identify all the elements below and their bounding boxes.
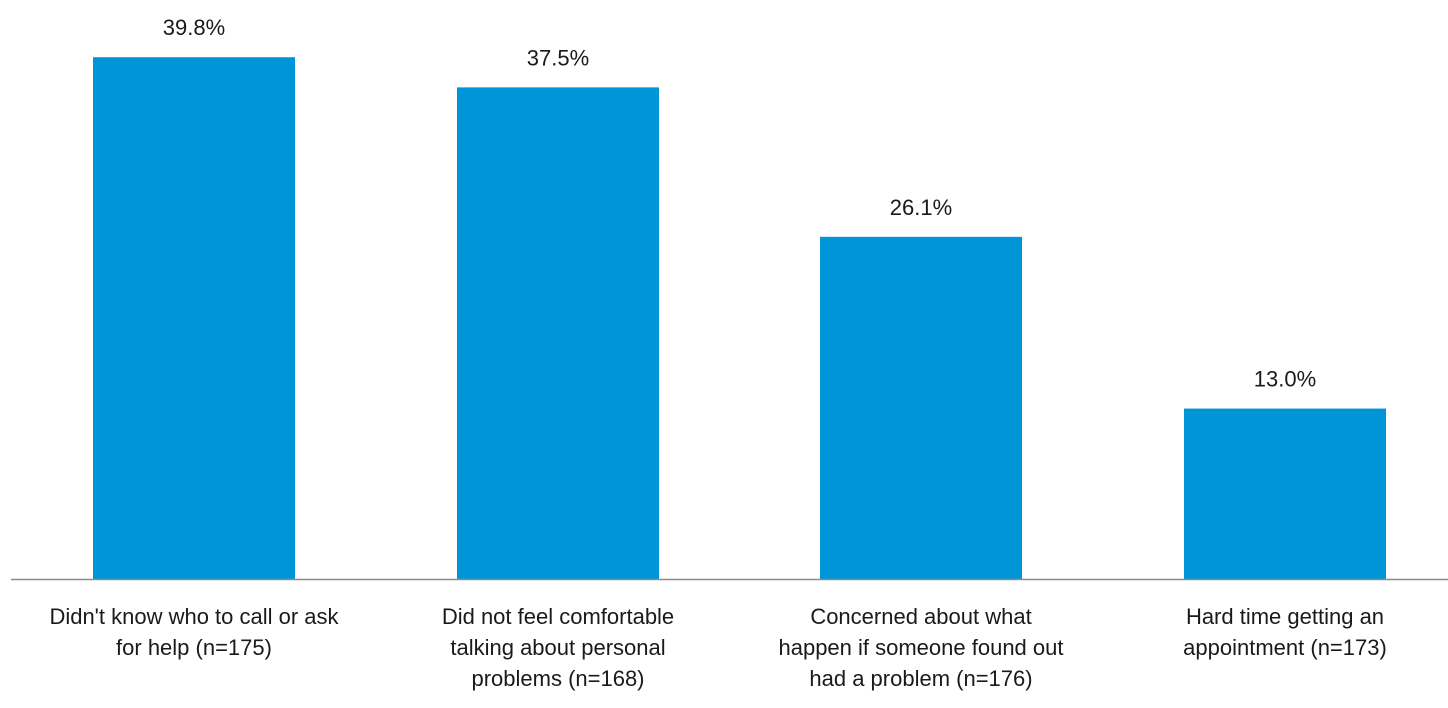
- category-label-4: Hard time getting an appointment (n=173): [1183, 604, 1387, 660]
- value-label-1: 39.8%: [163, 15, 225, 40]
- category-label-1-line-1: Didn't know who to call or ask: [49, 604, 339, 629]
- category-label-4-line-2: appointment (n=173): [1183, 635, 1387, 660]
- bar-3: [820, 236, 1022, 580]
- category-label-3: Concerned about what happen if someone fo…: [778, 604, 1063, 691]
- value-label-3: 26.1%: [890, 195, 952, 220]
- category-label-1-line-2: for help (n=175): [116, 635, 272, 660]
- category-label-4-line-1: Hard time getting an: [1186, 604, 1384, 629]
- value-labels-group: 39.8% 37.5% 26.1% 13.0%: [163, 15, 1316, 391]
- category-label-3-line-1: Concerned about what: [810, 604, 1031, 629]
- category-labels-group: Didn't know who to call or ask for help (…: [49, 604, 1386, 691]
- bar-2: [457, 87, 659, 579]
- category-label-1: Didn't know who to call or ask for help (…: [49, 604, 339, 660]
- category-label-2-line-3: problems (n=168): [471, 666, 644, 691]
- category-label-3-line-3: had a problem (n=176): [809, 666, 1032, 691]
- value-label-4: 13.0%: [1254, 367, 1316, 392]
- bar-4: [1184, 408, 1386, 579]
- category-label-2: Did not feel comfortable talking about pe…: [442, 604, 674, 691]
- category-label-2-line-2: talking about personal: [450, 635, 665, 660]
- category-label-2-line-1: Did not feel comfortable: [442, 604, 674, 629]
- category-label-3-line-2: happen if someone found out: [778, 635, 1063, 660]
- bar-1: [93, 57, 295, 580]
- bars-group: [93, 57, 1386, 580]
- value-label-2: 37.5%: [527, 45, 589, 70]
